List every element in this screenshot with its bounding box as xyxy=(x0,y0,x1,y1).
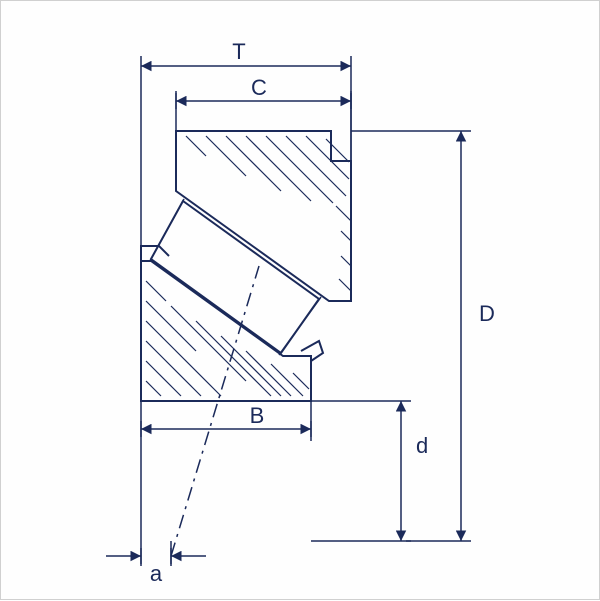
dimension-d: d xyxy=(311,401,428,541)
cone-hatch xyxy=(146,281,309,396)
cup-hatch xyxy=(186,136,351,291)
centerline xyxy=(171,266,259,556)
dimension-C: C xyxy=(176,75,351,161)
bearing-diagram-svg: T C B a D xyxy=(1,1,600,601)
dimension-a: a xyxy=(106,441,206,586)
diagram-frame: T C B a D xyxy=(0,0,600,600)
label-B: B xyxy=(250,403,265,428)
label-a: a xyxy=(150,561,163,586)
label-D: D xyxy=(479,301,495,326)
dimension-B: B xyxy=(141,401,311,441)
dimension-T: T xyxy=(141,39,351,246)
label-d: d xyxy=(416,433,428,458)
label-T: T xyxy=(232,39,245,64)
dimension-D: D xyxy=(351,131,495,541)
cone-inner-ring xyxy=(141,246,323,401)
label-C: C xyxy=(251,75,267,100)
